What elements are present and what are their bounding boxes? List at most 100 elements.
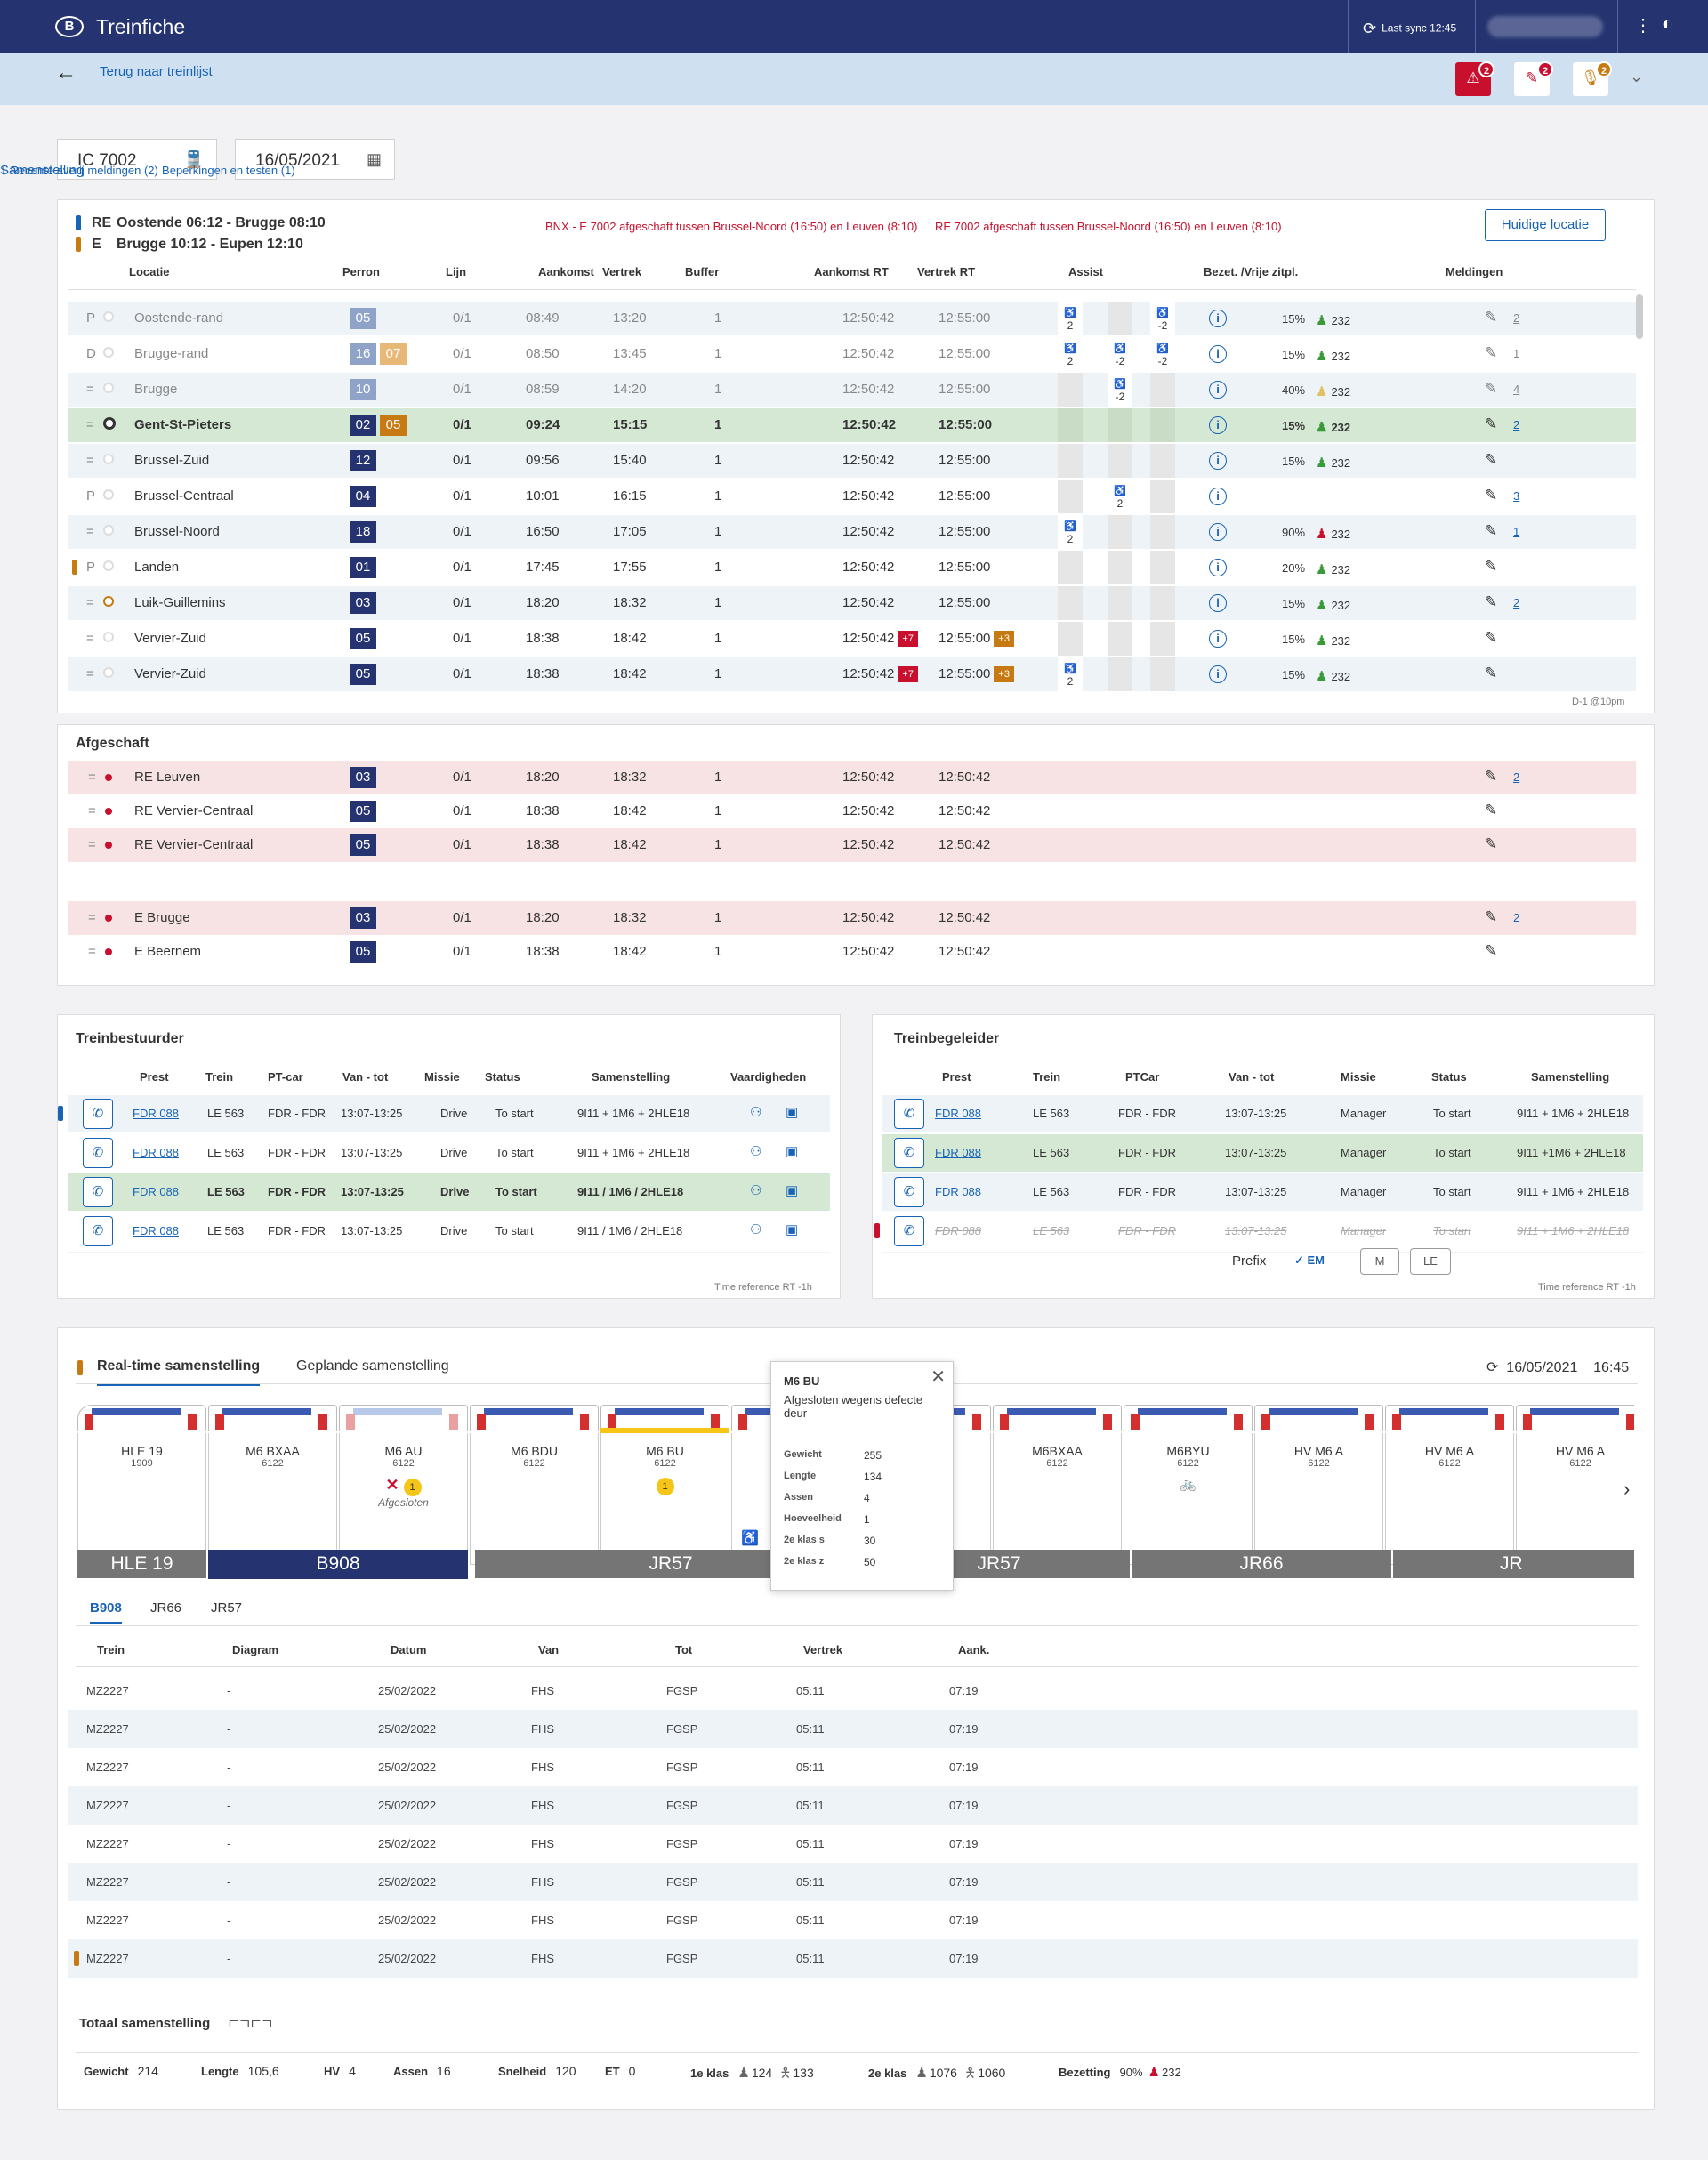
info-icon[interactable]: i <box>1209 523 1227 541</box>
cancelled-row[interactable]: = E Beernem 05 0/1 18:38 18:42 1 12:50:42 12:50:… <box>68 935 1636 969</box>
wagon[interactable]: M6BYU 6122 🚲 <box>1124 1401 1253 1579</box>
le-chip[interactable]: LE <box>1410 1248 1451 1275</box>
wagon[interactable]: HV M6 A 6122 <box>1254 1401 1383 1579</box>
refresh-date[interactable]: ⟳ 16/05/2021 16:45 <box>1486 1360 1630 1375</box>
info-icon[interactable]: i <box>1209 488 1227 505</box>
prest-link[interactable]: FDR 088 <box>133 1185 180 1198</box>
train-number-input[interactable]: IC 7002 🚆 <box>57 139 217 180</box>
date-input[interactable]: 16/05/2021 ▦ <box>235 139 395 180</box>
driver-row[interactable]: ✆ FDR 088 LE 563 FDR - FDR 13:07-13:25 Drive T… <box>58 1095 830 1132</box>
route-row[interactable]: D Brugge-rand 16 07 0/1 08:50 13:45 1 12:50:42 12… <box>68 337 1636 371</box>
info-icon[interactable]: i <box>1209 630 1227 648</box>
tab-gepland[interactable]: Geplande samenstelling <box>296 1358 449 1374</box>
driver-row[interactable]: ✆ FDR 088 LE 563 FDR - FDR 13:07-13:25 Drive T… <box>68 1213 830 1250</box>
composition-row[interactable]: MZ2227 - 25/02/2022 FHS FGSP 05:11 07:19 <box>68 1710 1638 1748</box>
edit-icon[interactable]: ✎ <box>1485 665 1498 681</box>
cancelled-row[interactable]: = RE Vervier-Centraal 05 0/1 18:38 18:42 1 12:5… <box>68 828 1636 862</box>
info-icon[interactable]: i <box>1209 310 1227 327</box>
edit-icon[interactable]: ✎ <box>1485 768 1498 785</box>
message-count-link[interactable]: 2 <box>1513 911 1520 924</box>
wagon[interactable]: M6 BXAA 6122 <box>208 1401 337 1579</box>
phone-button[interactable]: ✆ <box>83 1099 113 1129</box>
subtab[interactable]: JR66 <box>150 1600 182 1616</box>
phone-button[interactable]: ✆ <box>894 1216 924 1246</box>
message-count-link[interactable]: 4 <box>1513 383 1520 396</box>
wagon[interactable]: HV M6 A 6122 <box>1385 1401 1514 1579</box>
route-row[interactable]: = Brugge 10 0/1 08:59 14:20 1 12:50:42 12:55:00 ♿… <box>68 373 1636 407</box>
person-icon[interactable]: ⚇ <box>750 1144 762 1159</box>
edit-icon[interactable]: ✎ <box>1485 344 1498 361</box>
info-icon[interactable]: i <box>1209 416 1227 434</box>
route-row[interactable]: P Brussel-Centraal 04 0/1 10:01 16:15 1 12:50:4… <box>68 480 1636 513</box>
prest-link[interactable]: FDR 088 <box>133 1224 180 1237</box>
edit-icon[interactable]: ✎ <box>1485 451 1498 468</box>
alert-link[interactable]: BNX - E 7002 afgeschaft tussen Brussel-N… <box>545 220 918 233</box>
prest-link[interactable]: FDR 088 <box>133 1107 180 1120</box>
wagon[interactable]: M6 BU 6122 1 <box>600 1401 729 1579</box>
map-icon[interactable]: ▣ <box>786 1183 799 1198</box>
route-row[interactable]: = Luik-Guillemins 03 0/1 18:20 18:32 1 12:50:42… <box>68 586 1636 620</box>
route-row[interactable]: = Vervier-Zuid 05 0/1 18:38 18:42 1 12:50:42 +7 1… <box>68 622 1636 656</box>
edit-icon[interactable]: ✎ <box>1485 522 1498 539</box>
route-row[interactable]: P Oostende-rand 05 0/1 08:49 13:20 1 12:50:42 12… <box>68 302 1636 335</box>
prest-link[interactable]: FDR 088 <box>935 1107 982 1120</box>
prest-link[interactable]: FDR 088 <box>935 1146 982 1159</box>
person-icon[interactable]: ⚇ <box>750 1222 762 1237</box>
edit-icon[interactable]: ✎ <box>1485 309 1498 326</box>
sync-status[interactable]: ⟳ Last sync 12:45 <box>1363 20 1456 38</box>
info-icon[interactable]: i <box>1209 594 1227 612</box>
cancelled-row[interactable]: = E Brugge 03 0/1 18:20 18:32 1 12:50:42 12:50:4… <box>68 901 1636 935</box>
wagon[interactable]: M6BXAA 6122 <box>993 1401 1122 1579</box>
cancelled-row[interactable]: = RE Vervier-Centraal 05 0/1 18:38 18:42 1 12:5… <box>68 794 1636 828</box>
prest-link[interactable]: FDR 088 <box>935 1185 982 1198</box>
phone-button[interactable]: ✆ <box>83 1177 113 1207</box>
train-alert-button[interactable]: ⚠ 2 <box>1455 61 1494 96</box>
edit-icon[interactable]: ✎ <box>1485 487 1498 504</box>
set-label[interactable]: JR66 <box>1132 1550 1391 1578</box>
message-count-link[interactable]: 1 <box>1513 525 1520 538</box>
composition-row[interactable]: MZ2227 - 25/02/2022 FHS FGSP 05:11 07:19 <box>68 1748 1638 1786</box>
scrollbar[interactable] <box>1636 294 1643 339</box>
info-icon[interactable]: i <box>1209 345 1227 363</box>
tab-beperkingen[interactable]: Beperkingen en testen (1) <box>162 164 295 177</box>
tab-samenstelling[interactable]: Samenstelling ↓ <box>0 163 85 178</box>
prest-link[interactable]: FDR 088 <box>935 1224 982 1237</box>
map-icon[interactable]: ▣ <box>786 1105 799 1120</box>
edit-icon[interactable]: ✎ <box>1485 942 1498 959</box>
back-arrow-icon[interactable]: ← <box>55 60 77 85</box>
cancelled-row[interactable]: = RE Leuven 03 0/1 18:20 18:32 1 12:50:42 12:50:… <box>68 761 1636 794</box>
microphone-button[interactable]: 🎙 2 <box>1573 61 1612 96</box>
message-count-link[interactable]: 2 <box>1513 770 1520 784</box>
m-chip[interactable]: M <box>1360 1248 1399 1275</box>
composition-row[interactable]: MZ2227 - 25/02/2022 FHS FGSP 05:11 07:19 <box>68 1672 1638 1710</box>
theme-toggle-icon[interactable]: ◐ <box>1662 14 1673 34</box>
message-count-link[interactable]: 2 <box>1513 596 1520 609</box>
back-link[interactable]: Terug naar treinlijst <box>100 64 213 79</box>
person-icon[interactable]: ⚇ <box>750 1183 762 1198</box>
subtab[interactable]: B908 <box>90 1600 122 1624</box>
wagon[interactable]: HLE 19 1909 <box>77 1401 206 1579</box>
route-row[interactable]: = Brussel-Zuid 12 0/1 09:56 15:40 1 12:50:42 12:… <box>68 444 1636 478</box>
driver-row[interactable]: ✆ FDR 088 LE 563 FDR - FDR 13:07-13:25 Drive T… <box>68 1173 830 1211</box>
set-label[interactable]: HLE 19 <box>77 1550 206 1578</box>
edit-icon[interactable]: ✎ <box>1485 908 1498 925</box>
composition-row[interactable]: MZ2227 - 25/02/2022 FHS FGSP 05:11 07:19 <box>68 1901 1638 1939</box>
chevron-right-icon[interactable]: › <box>1623 1478 1631 1500</box>
info-icon[interactable]: i <box>1209 559 1227 576</box>
restriction-button[interactable]: ✎ 2 <box>1514 61 1553 96</box>
set-label[interactable]: B908 <box>208 1550 468 1579</box>
map-icon[interactable]: ▣ <box>786 1222 799 1237</box>
edit-icon[interactable]: ✎ <box>1485 558 1498 575</box>
edit-icon[interactable]: ✎ <box>1485 415 1498 432</box>
phone-button[interactable]: ✆ <box>83 1216 113 1246</box>
message-count-link[interactable]: 2 <box>1513 418 1520 431</box>
edit-icon[interactable]: ✎ <box>1485 802 1498 818</box>
phone-button[interactable]: ✆ <box>83 1138 113 1168</box>
map-icon[interactable]: ▣ <box>786 1144 799 1159</box>
route-row[interactable]: P Landen 01 0/1 17:45 17:55 1 12:50:42 12:55:00 i… <box>68 551 1636 584</box>
em-chip[interactable]: ✓ EM <box>1294 1253 1325 1268</box>
